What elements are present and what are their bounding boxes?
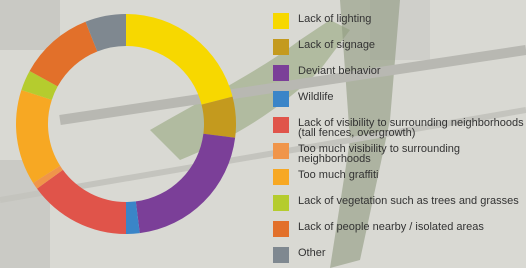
legend-label: Other [298, 247, 524, 258]
legend-swatch [273, 91, 289, 107]
legend-label: Lack of signage [298, 39, 524, 50]
page: Lack of lighting Lack of signage Deviant b… [0, 0, 526, 268]
legend: Lack of lighting Lack of signage Deviant b… [273, 13, 526, 268]
legend-item: Lack of lighting [273, 13, 526, 39]
legend-item: Wildlife [273, 91, 526, 117]
legend-label: Wildlife [298, 91, 524, 102]
legend-swatch [273, 117, 289, 133]
legend-label: Too much visibility to surrounding neigh… [298, 143, 524, 164]
legend-swatch [273, 143, 289, 159]
legend-swatch [273, 13, 289, 29]
legend-swatch [273, 247, 289, 263]
legend-item: Other [273, 247, 526, 268]
legend-label: Lack of vegetation such as trees and gra… [298, 195, 524, 206]
legend-item: Lack of people nearby / isolated areas [273, 221, 526, 247]
legend-label: Too much graffiti [298, 169, 524, 180]
legend-label: Lack of visibility to surrounding neighb… [298, 117, 524, 138]
legend-swatch [273, 65, 289, 81]
legend-swatch [273, 39, 289, 55]
legend-item: Deviant behavior [273, 65, 526, 91]
legend-item: Lack of signage [273, 39, 526, 65]
legend-label: Lack of lighting [298, 13, 524, 24]
legend-label: Deviant behavior [298, 65, 524, 76]
legend-item: Lack of vegetation such as trees and gra… [273, 195, 526, 221]
legend-swatch [273, 195, 289, 211]
legend-swatch [273, 169, 289, 185]
legend-item: Lack of visibility to surrounding neighb… [273, 117, 526, 143]
legend-label: Lack of people nearby / isolated areas [298, 221, 524, 232]
legend-item: Too much graffiti [273, 169, 526, 195]
legend-swatch [273, 221, 289, 237]
legend-item: Too much visibility to surrounding neigh… [273, 143, 526, 169]
